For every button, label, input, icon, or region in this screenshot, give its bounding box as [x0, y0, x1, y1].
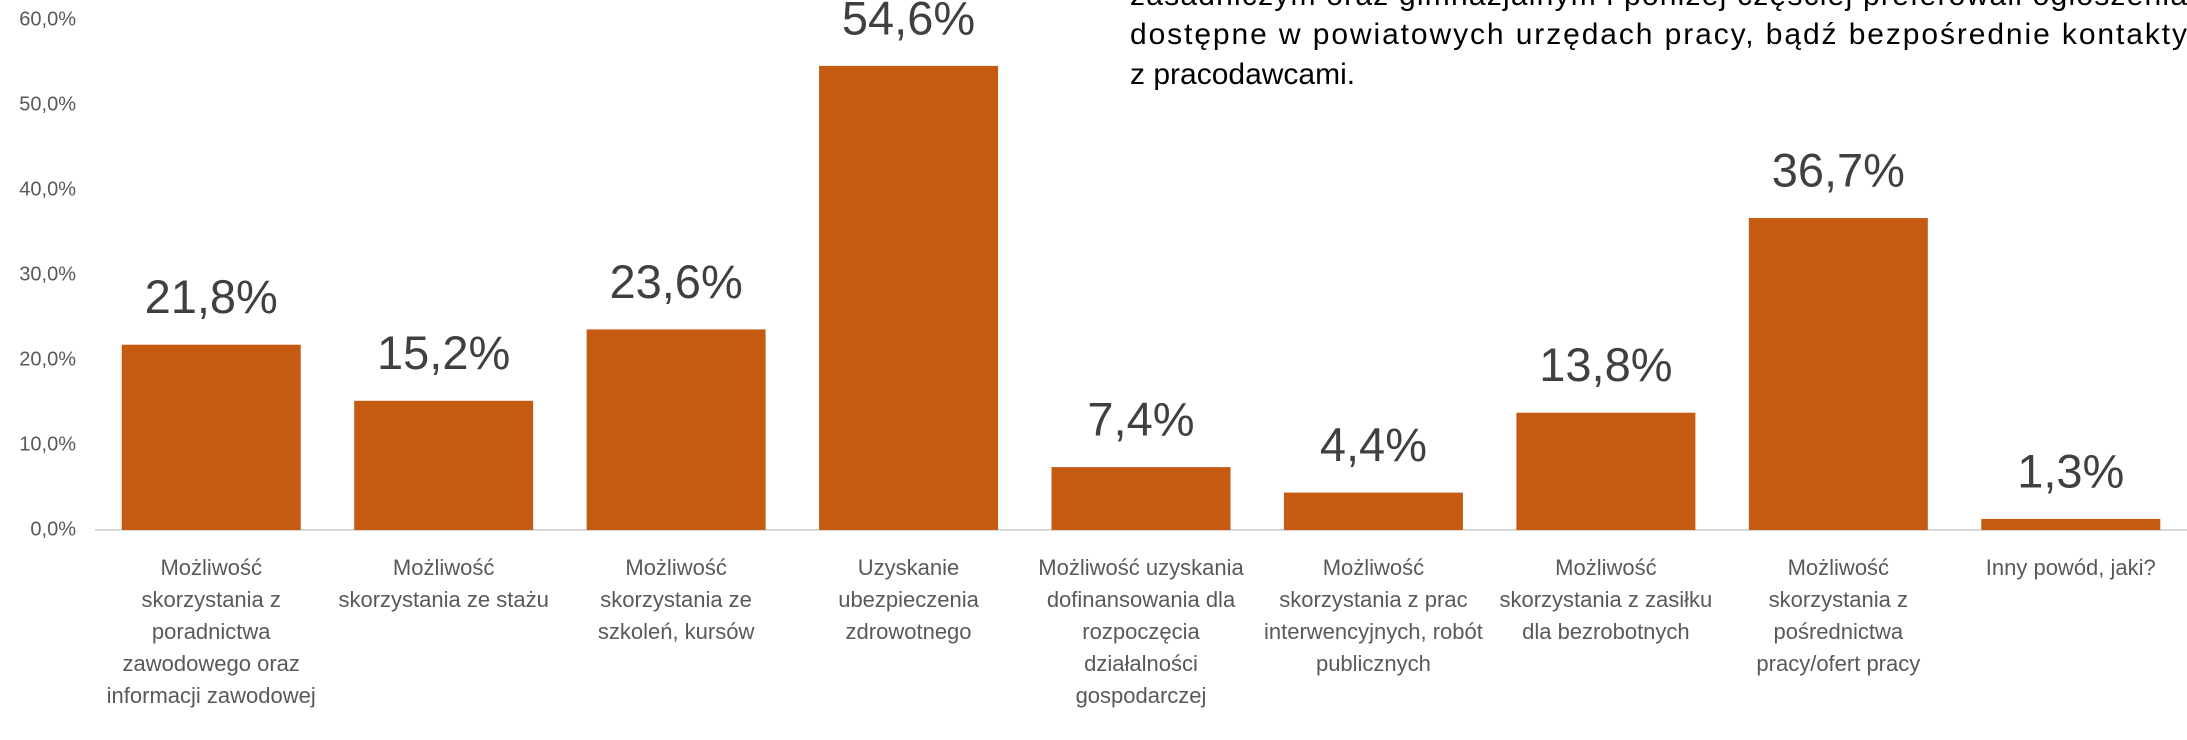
y-tick-label: 0,0%: [30, 518, 76, 540]
bar: [586, 329, 766, 530]
x-tick-label: Możliwość skorzystania z prac interwency…: [1263, 555, 1483, 676]
y-tick-label: 10,0%: [19, 433, 76, 455]
value-label: 13,8%: [1539, 338, 1672, 391]
value-label: 36,7%: [1772, 143, 1905, 196]
x-tick-label: Możliwość skorzystania ze stażu: [338, 555, 549, 612]
bar: [1748, 218, 1928, 531]
y-tick-label: 40,0%: [19, 178, 76, 200]
value-label: 15,2%: [377, 326, 510, 379]
bar: [354, 400, 534, 530]
x-tick-label: Inny powód, jaki?: [1985, 555, 2156, 580]
value-label: 4,4%: [1320, 418, 1427, 471]
bar: [1283, 492, 1463, 530]
bar: [1051, 467, 1231, 530]
x-tick-label: Możliwość uzyskania dofinansowania dla r…: [1038, 555, 1244, 708]
annotation: dostępne w powiatowych urzędach pracy, b…: [1130, 18, 2187, 51]
x-tick-label: Możliwość skorzystania z zasiłku dla bez…: [1499, 555, 1713, 644]
x-tick-label: Możliwość skorzystania ze szkoleń, kursó…: [597, 555, 755, 644]
value-label: 23,6%: [609, 255, 742, 308]
y-tick-label: 60,0%: [19, 8, 76, 30]
x-tick-label: Możliwość skorzystania z pośrednictwa pr…: [1756, 555, 1921, 676]
bar: [1981, 518, 2161, 530]
y-tick-label: 50,0%: [19, 93, 76, 115]
bar: [819, 65, 999, 531]
annotation: z pracodawcami.: [1130, 58, 1355, 91]
value-label: 1,3%: [2017, 444, 2124, 497]
bar: [121, 344, 301, 530]
value-label: 7,4%: [1087, 393, 1194, 446]
y-tick-label: 30,0%: [19, 263, 76, 285]
y-tick-label: 20,0%: [19, 348, 76, 370]
value-label: 54,6%: [842, 0, 975, 44]
value-label: 21,8%: [145, 270, 278, 323]
x-tick-label: Możliwość skorzystania z poradnictwa zaw…: [106, 555, 316, 708]
x-tick-label: Uzyskanie ubezpieczenia zdrowotnego: [838, 555, 979, 644]
bar: [1516, 412, 1696, 530]
annotation: zasadniczym oraz gimnazjalnym i poniżej …: [1130, 0, 2187, 12]
